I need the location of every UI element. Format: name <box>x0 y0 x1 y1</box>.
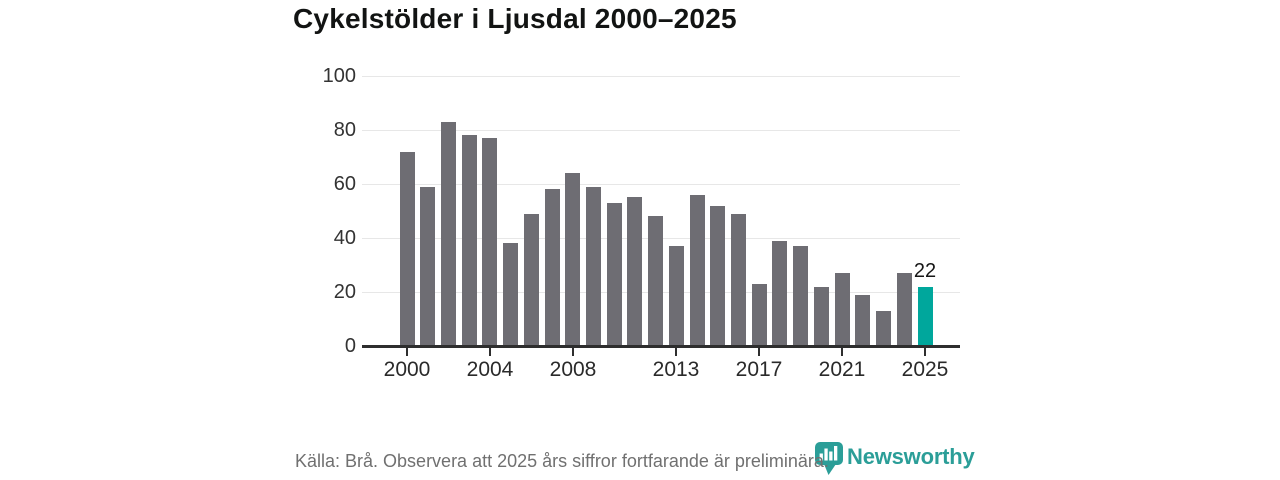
newsworthy-wordmark: Newsworthy <box>847 444 975 469</box>
x-axis-label-2025: 2025 <box>901 358 949 381</box>
bar-2016 <box>731 214 746 346</box>
bar-2011 <box>627 197 642 346</box>
bar-2025 <box>918 287 933 346</box>
bar-2019 <box>793 246 808 346</box>
bar-2005 <box>503 243 518 346</box>
bar-2009 <box>586 187 601 346</box>
bar-2002 <box>441 122 456 346</box>
x-axis-label-2013: 2013 <box>652 358 700 381</box>
bar-2001 <box>420 187 435 346</box>
bar-2004 <box>482 138 497 346</box>
bar-2017 <box>752 284 767 346</box>
bar-2020 <box>814 287 829 346</box>
x-axis-line <box>362 345 960 348</box>
bar-2015 <box>710 206 725 346</box>
x-tick-2000 <box>406 348 408 356</box>
gridline-60 <box>362 184 960 185</box>
x-tick-2017 <box>758 348 760 356</box>
x-tick-2021 <box>841 348 843 356</box>
y-axis-label-60: 60 <box>333 173 356 195</box>
x-tick-2025 <box>924 348 926 356</box>
gridline-100 <box>362 76 960 77</box>
chart-title: Cykelstölder i Ljusdal 2000–2025 <box>293 3 737 34</box>
bar-2010 <box>607 203 622 346</box>
gridline-80 <box>362 130 960 131</box>
y-axis-label-100: 100 <box>322 65 356 87</box>
bar-2018 <box>772 241 787 346</box>
bar-2013 <box>669 246 684 346</box>
bar-2008 <box>565 173 580 346</box>
bar-2022 <box>855 295 870 346</box>
bar-2023 <box>876 311 891 346</box>
y-axis-label-0: 0 <box>344 335 356 357</box>
x-axis-label-2017: 2017 <box>735 358 783 381</box>
x-axis-label-2021: 2021 <box>818 358 866 381</box>
bar-2003 <box>462 135 477 346</box>
bar-2007 <box>545 189 560 346</box>
bar-2014 <box>690 195 705 346</box>
bar-2012 <box>648 216 663 346</box>
x-tick-2008 <box>572 348 574 356</box>
y-axis-label-20: 20 <box>333 281 356 303</box>
bar-2024 <box>897 273 912 346</box>
bar-2000 <box>400 152 415 346</box>
bar-chart-badge-icon <box>815 442 843 475</box>
x-axis-label-2000: 2000 <box>383 358 431 381</box>
source-note: Källa: Brå. Observera att 2025 års siffr… <box>295 451 829 471</box>
x-tick-2004 <box>489 348 491 356</box>
x-tick-2013 <box>675 348 677 356</box>
x-axis-label-2004: 2004 <box>466 358 514 381</box>
highlight-value-label: 22 <box>913 260 937 282</box>
y-axis-label-40: 40 <box>333 227 356 249</box>
bar-2021 <box>835 273 850 346</box>
bar-2006 <box>524 214 539 346</box>
y-axis-label-80: 80 <box>333 119 356 141</box>
x-axis-label-2008: 2008 <box>549 358 597 381</box>
